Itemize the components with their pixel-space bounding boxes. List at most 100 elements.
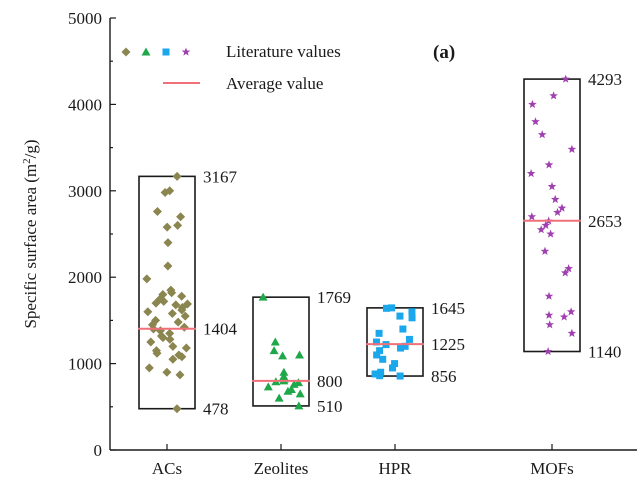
data-point [561,268,570,277]
legend-average-label: Average value [226,74,323,93]
data-point [173,220,183,230]
min-label: 1140 [588,343,621,362]
data-point [376,372,384,380]
data-point [159,296,169,306]
y-ticks: 0 1000 2000 3000 4000 5000 [68,9,116,460]
data-point [283,386,293,395]
panel-label: (a) [433,42,455,63]
group-acs: 3167 1404 478 [138,167,238,419]
data-point [279,367,289,376]
data-point [545,320,554,329]
average-label: 2653 [588,212,622,231]
data-point [151,298,161,308]
data-point [536,225,546,234]
range-box-acs [138,175,196,410]
data-point [564,264,573,273]
y-tick-label: 3000 [68,182,102,201]
data-point [294,401,304,410]
data-point [561,74,570,83]
data-point [173,317,183,327]
data-point [540,246,550,255]
data-point [388,304,396,312]
data-point [168,341,178,351]
data-point [142,274,152,284]
data-point [165,328,175,338]
data-point [546,229,555,238]
data-point [379,355,387,363]
data-point [163,261,173,271]
x-tick-label-zeolites: Zeolites [254,459,309,478]
data-point [547,182,557,191]
data-point [152,207,162,217]
data-point [160,188,170,198]
data-point [528,99,537,108]
data-point [172,404,182,414]
data-point [544,310,554,319]
group-hpr: 1645 1225 856 [366,299,465,386]
data-point [278,351,288,360]
data-point [399,325,407,333]
legend-marker-zeolites [141,47,151,56]
data-point [167,288,177,298]
y-axis-label: Specific surface area (m2/g) [21,139,40,328]
data-point [391,360,399,368]
y-tick-label: 0 [94,441,103,460]
data-point [181,343,191,353]
legend-marker-mofs [181,47,191,56]
data-point [295,350,305,359]
legend-marker-acs [121,47,131,57]
data-point [269,346,279,355]
data-point [566,307,576,316]
data-point [373,351,381,359]
data-point [408,314,416,322]
y-tick-label: 5000 [68,9,102,28]
data-point [544,291,554,300]
group-zeolites: 1769 800 510 [252,288,351,416]
min-label: 478 [203,400,229,419]
data-point [531,117,540,126]
data-point [162,367,172,377]
legend-marker-hpr [162,48,170,56]
data-point [172,171,182,181]
data-point [382,304,390,312]
data-point [175,370,185,380]
data-point [144,363,154,373]
data-point [376,347,384,355]
data-point [396,372,404,380]
data-point [168,354,178,364]
min-label: 856 [431,367,457,386]
data-point [163,238,173,248]
data-point [557,203,567,212]
x-tick-label-mofs: MOFs [530,459,573,478]
data-point [553,207,562,216]
data-point [401,342,409,350]
average-label: 800 [317,372,343,391]
group-mofs: 4293 2653 1140 [523,70,622,362]
max-label: 1645 [431,299,465,318]
data-point [177,291,187,301]
data-point [158,333,168,343]
data-point [152,348,162,358]
data-point [270,337,280,346]
data-point [537,130,547,139]
data-point [389,364,397,372]
max-label: 3167 [203,167,238,186]
data-point [559,312,569,321]
data-point [167,308,177,318]
data-point [176,212,186,222]
data-point [549,91,558,100]
data-point [177,352,187,362]
y-tick-label: 2000 [68,268,102,287]
range-box-mofs [523,78,581,353]
data-point [405,335,413,343]
legend: Literature values Average value [121,42,341,93]
range-box-zeolites [252,296,310,407]
max-label: 1769 [317,288,351,307]
data-point [171,300,181,310]
data-point [274,393,284,402]
y-tick-label: 4000 [68,95,102,114]
x-tick-label-hpr: HPR [378,459,412,478]
average-label: 1225 [431,335,465,354]
x-tick-label-acs: ACs [152,459,182,478]
